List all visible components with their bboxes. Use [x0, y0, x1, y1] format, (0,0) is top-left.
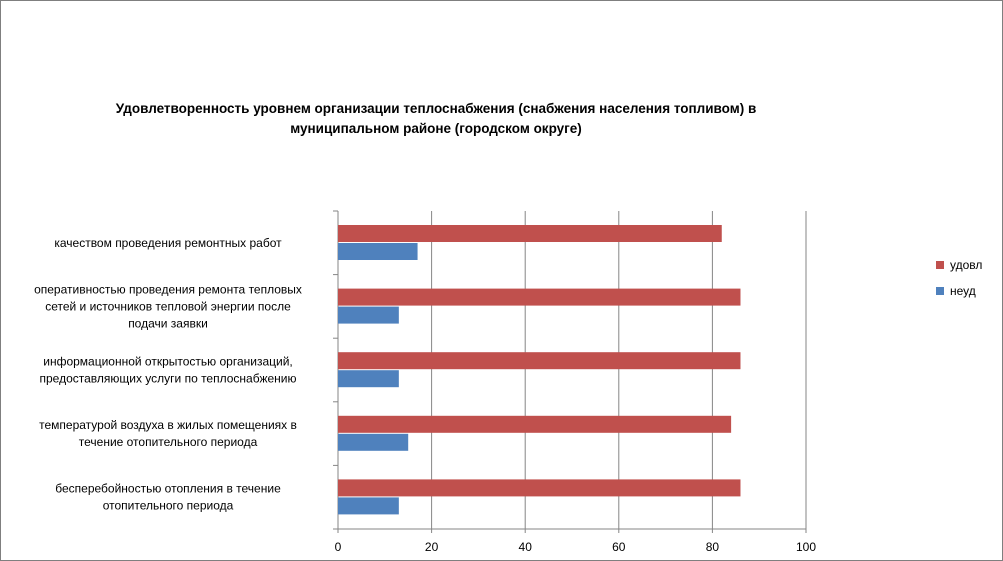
- bar-neud: [338, 433, 409, 451]
- bar-udovl: [338, 225, 722, 242]
- legend-label: неуд: [950, 284, 976, 298]
- category-label: отопительного периода: [103, 499, 234, 513]
- category-label: качеством проведения ремонтных работ: [54, 236, 282, 250]
- bar-neud: [338, 306, 399, 324]
- legend-label: удовл: [950, 258, 982, 272]
- bar-udovl: [338, 352, 741, 370]
- x-tick-label: 40: [519, 540, 533, 554]
- x-tick-label: 60: [612, 540, 626, 554]
- category-label: подачи заявки: [128, 316, 208, 330]
- category-label: температурой воздуха в жилых помещениях …: [39, 418, 297, 432]
- category-label: бесперебойностью отопления в течение: [55, 482, 281, 496]
- bar-neud: [338, 497, 399, 515]
- x-tick-label: 20: [425, 540, 439, 554]
- category-label: течение отопительного периода: [79, 435, 258, 449]
- x-tick-label: 0: [335, 540, 342, 554]
- bar-udovl: [338, 415, 732, 433]
- category-label: оперативностью проведения ремонта теплов…: [34, 282, 302, 296]
- chart-title: Удовлетворенность уровнем организации те…: [115, 101, 757, 136]
- bar-udovl: [338, 288, 741, 306]
- category-label: сетей и источников тепловой энергии посл…: [45, 299, 291, 313]
- category-label: информационной открытостью организаций,: [43, 355, 293, 369]
- legend-swatch: [936, 287, 944, 295]
- x-tick-label: 100: [796, 540, 816, 554]
- legend-swatch: [936, 261, 944, 269]
- category-label: предоставляющих услуги по теплоснабжению: [39, 372, 296, 386]
- bar-neud: [338, 243, 418, 260]
- bar-neud: [338, 370, 399, 388]
- bar-udovl: [338, 479, 741, 497]
- x-tick-label: 80: [706, 540, 720, 554]
